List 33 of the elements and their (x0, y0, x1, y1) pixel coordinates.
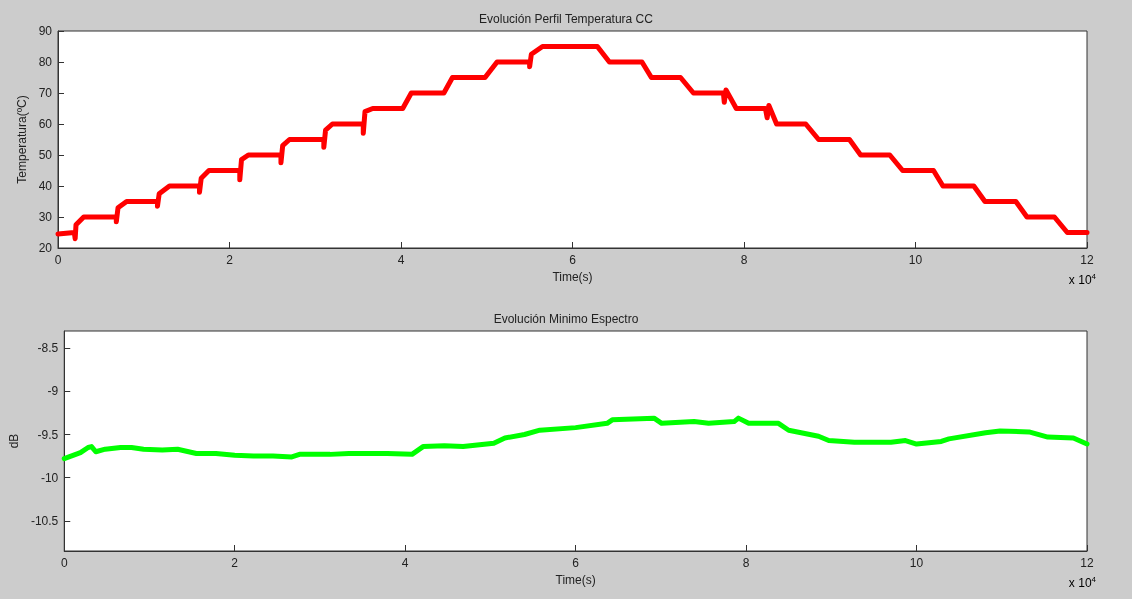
y-tick-label: 30 (38, 210, 53, 224)
x-tick-label: 10 (909, 556, 924, 570)
y-tick-label: 60 (38, 117, 53, 131)
y-axis-title: dB (7, 433, 21, 449)
x-tick-label: 2 (226, 253, 234, 267)
x-axis-title: Time(s) (552, 269, 593, 284)
x-tick-label: 8 (742, 556, 750, 570)
x-tick-label: 2 (231, 556, 239, 570)
chart-title: Evolución Perfil Temperatura CC (479, 12, 654, 26)
y-tick-label: -9 (47, 384, 59, 399)
y-tick-label: 50 (38, 148, 53, 162)
y-tick-label: 40 (38, 179, 53, 193)
x-tick-label: 4 (397, 253, 405, 267)
x-tick-label: 0 (54, 253, 62, 267)
x-tick-label: 12 (1080, 253, 1094, 267)
y-tick-label: -9.5 (37, 427, 59, 442)
y-tick-label: 70 (38, 86, 53, 100)
y-axis-title: Temperatura(ºC) (14, 95, 29, 184)
x-tick-label: 6 (572, 556, 580, 570)
x-tick-label: 8 (740, 253, 748, 267)
x-tick-label: 12 (1080, 556, 1094, 570)
y-tick-label: 90 (38, 24, 53, 38)
y-tick-label: 20 (38, 241, 53, 255)
x-tick-label: 10 (908, 253, 923, 267)
y-tick-label: -8.5 (37, 341, 59, 356)
x-tick-label: 4 (401, 556, 409, 570)
x-tick-label: 0 (60, 556, 68, 570)
y-tick-label: -10 (40, 470, 59, 485)
x-axis-title: Time(s) (555, 572, 596, 587)
chart-title: Evolución Minimo Espectro (493, 312, 639, 326)
y-tick-label: 80 (38, 55, 53, 69)
x-tick-label: 6 (569, 253, 577, 267)
y-tick-label: -10.5 (30, 513, 59, 528)
